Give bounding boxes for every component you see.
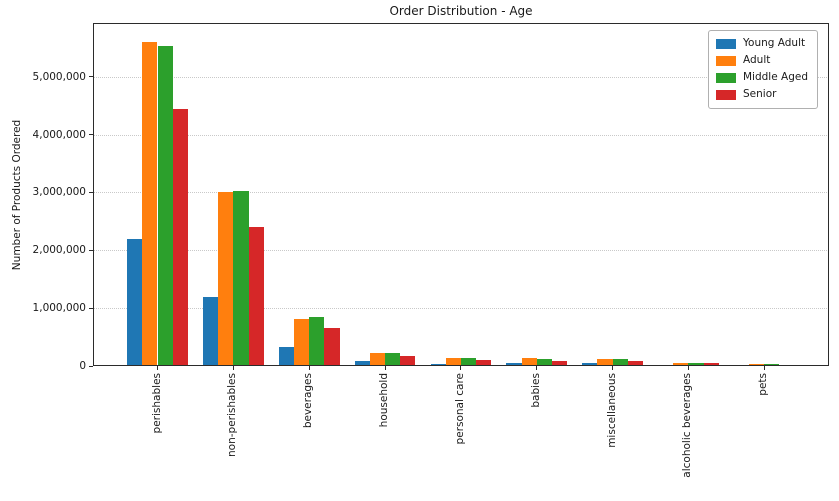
gridline [93, 250, 829, 252]
gridline [93, 134, 829, 136]
legend-swatch [716, 38, 736, 49]
y-tick-label: 3,000,000 [32, 186, 86, 199]
legend: Young Adult Adult Middle Aged Senior [708, 30, 818, 109]
bar-middle-aged [612, 359, 628, 366]
bar-adult [294, 318, 310, 366]
bar-adult [597, 359, 613, 366]
bar-young-adult [278, 347, 294, 366]
legend-swatch [716, 89, 736, 100]
legend-item: Senior [716, 88, 808, 101]
y-tick-label: 5,000,000 [32, 70, 86, 83]
y-tick-label: 0 [79, 360, 86, 372]
x-tick-mark [612, 366, 614, 370]
bar-middle-aged [233, 191, 249, 366]
bar-adult [673, 362, 689, 366]
y-tick-mark [89, 307, 93, 309]
bar-young-adult [658, 364, 674, 366]
y-tick-mark [89, 134, 93, 136]
x-tick-label: non-perishables [226, 373, 239, 457]
legend-item: Young Adult [716, 37, 808, 50]
bar-young-adult [430, 363, 446, 366]
x-tick-label: personal care [453, 373, 466, 445]
y-tick-mark [89, 249, 93, 251]
bar-adult [218, 191, 234, 366]
x-tick-label: alcoholic beverages [681, 373, 694, 478]
bar-senior [703, 363, 719, 366]
x-tick-mark [460, 366, 462, 370]
bar-middle-aged [157, 46, 173, 366]
x-tick-mark [308, 366, 310, 370]
bar-young-adult [354, 360, 370, 366]
bar-middle-aged [385, 352, 401, 366]
y-tick-label: 2,000,000 [32, 244, 86, 257]
x-tick-mark [763, 366, 765, 370]
bar-adult [142, 42, 158, 366]
bar-adult [521, 358, 537, 366]
x-tick-label: perishables [150, 373, 163, 434]
x-tick-label: pets [757, 373, 770, 396]
y-tick-label: 4,000,000 [32, 128, 86, 141]
bar-young-adult [506, 362, 522, 366]
x-tick-label: miscellaneous [605, 373, 618, 448]
legend-item: Middle Aged [716, 71, 808, 84]
bar-young-adult [582, 362, 598, 366]
bar-adult [749, 363, 765, 366]
x-tick-mark [157, 366, 158, 370]
legend-label: Senior [743, 88, 777, 101]
bar-middle-aged [309, 317, 325, 366]
bar-senior [476, 360, 492, 366]
bar-senior [248, 227, 264, 366]
bar-senior [172, 108, 188, 366]
gridline [93, 76, 829, 78]
bar-adult [445, 358, 461, 366]
chart-title: Order Distribution - Age [389, 4, 533, 18]
bar-middle-aged [764, 363, 780, 366]
bar-young-adult [127, 238, 143, 366]
x-tick-mark [687, 366, 689, 370]
y-tick-label: 1,000,000 [32, 302, 86, 315]
gridline [93, 192, 829, 194]
legend-label: Adult [743, 54, 771, 67]
legend-label: Middle Aged [743, 71, 808, 84]
bar-middle-aged [536, 358, 552, 366]
x-tick-mark [536, 366, 538, 370]
bar-young-adult [733, 365, 750, 366]
bar-middle-aged [460, 358, 477, 366]
bar-young-adult [202, 296, 219, 366]
y-tick-mark [89, 365, 93, 367]
x-tick-label: babies [529, 373, 542, 408]
bar-senior [324, 327, 340, 366]
y-tick-mark [89, 191, 93, 193]
x-tick-mark [384, 366, 386, 370]
bar-senior [551, 360, 568, 366]
legend-label: Young Adult [743, 37, 806, 49]
legend-swatch [716, 72, 736, 83]
gridline [93, 308, 829, 310]
bar-senior [400, 355, 416, 366]
bar-middle-aged [688, 362, 704, 366]
x-tick-mark [232, 366, 234, 370]
y-tick-mark [89, 76, 93, 78]
bar-senior [779, 364, 795, 366]
x-tick-label: beverages [302, 373, 315, 429]
legend-swatch [716, 55, 736, 66]
bar-senior [627, 360, 643, 366]
legend-item: Adult [716, 54, 808, 67]
x-tick-label: household [378, 373, 391, 428]
bar-adult [369, 353, 386, 366]
